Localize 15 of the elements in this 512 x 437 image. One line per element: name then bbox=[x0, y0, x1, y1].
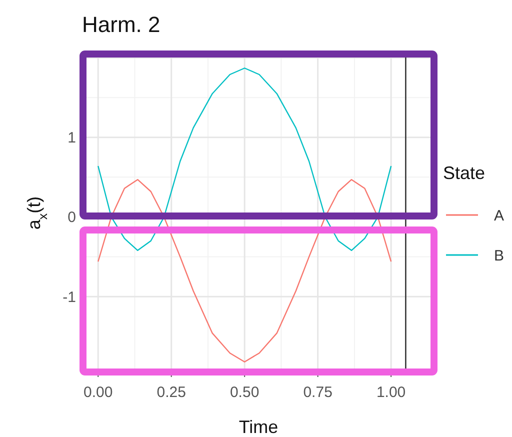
x-tick-label: 0.75 bbox=[303, 384, 332, 401]
y-tick-label: 1 bbox=[68, 130, 76, 147]
x-axis-title: Time bbox=[238, 417, 278, 437]
x-tick-label: 0.50 bbox=[230, 384, 260, 401]
x-tick-label: 0.25 bbox=[156, 384, 186, 401]
x-tick-label: 0.00 bbox=[84, 384, 113, 401]
y-tick-label: 0 bbox=[68, 209, 76, 226]
chart-title: Harm. 2 bbox=[82, 12, 160, 37]
line-series bbox=[98, 178, 392, 362]
legend-title: State bbox=[443, 163, 486, 183]
x-tick-label: 1.00 bbox=[376, 384, 406, 401]
line-series bbox=[98, 68, 392, 252]
legend-label: B bbox=[494, 247, 504, 264]
legend-label: A bbox=[494, 207, 504, 224]
y-tick-label: -1 bbox=[62, 288, 76, 306]
